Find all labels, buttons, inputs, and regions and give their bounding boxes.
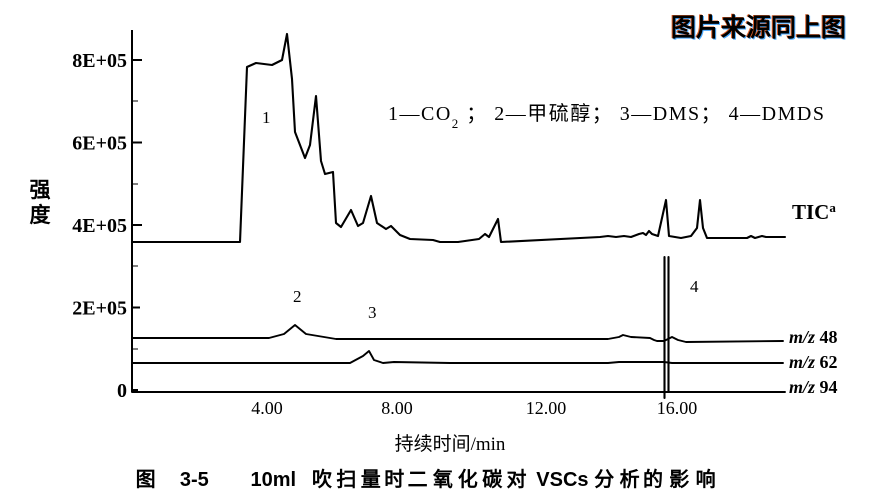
svg-text:化: 化 bbox=[458, 467, 478, 491]
svg-text:图: 图 bbox=[136, 468, 156, 491]
svg-text:分: 分 bbox=[594, 468, 614, 491]
svg-text:m/z 62: m/z 62 bbox=[789, 352, 838, 372]
svg-text:度: 度 bbox=[30, 203, 51, 227]
svg-text:TICa: TICa bbox=[792, 200, 836, 225]
svg-text:图片来源同上图: 图片来源同上图 bbox=[671, 14, 846, 42]
svg-text:时: 时 bbox=[384, 468, 404, 491]
svg-text:二: 二 bbox=[408, 469, 428, 491]
svg-text:12.00: 12.00 bbox=[526, 398, 567, 418]
svg-text:2: 2 bbox=[293, 287, 302, 306]
svg-text:量: 量 bbox=[361, 468, 381, 491]
svg-text:4E+05: 4E+05 bbox=[72, 215, 127, 237]
svg-text:4.00: 4.00 bbox=[251, 398, 283, 418]
svg-text:8.00: 8.00 bbox=[381, 398, 413, 418]
svg-text:2E+05: 2E+05 bbox=[72, 298, 127, 320]
svg-text:1—CO2 ； 2—甲硫醇； 3—DMS； 4—DMDS: 1—CO2 ； 2—甲硫醇； 3—DMS； 4—DMDS bbox=[388, 102, 825, 131]
svg-text:碳: 碳 bbox=[482, 467, 503, 491]
svg-text:16.00: 16.00 bbox=[657, 398, 698, 418]
svg-text:的: 的 bbox=[643, 467, 663, 491]
svg-text:3: 3 bbox=[368, 303, 377, 322]
svg-text:析: 析 bbox=[620, 468, 640, 491]
svg-text:m/z 48: m/z 48 bbox=[789, 327, 838, 347]
svg-text:3-5: 3-5 bbox=[180, 469, 209, 491]
svg-text:强: 强 bbox=[30, 179, 51, 202]
svg-text:8E+05: 8E+05 bbox=[72, 50, 127, 72]
svg-text:0: 0 bbox=[117, 380, 127, 402]
svg-text:吹: 吹 bbox=[312, 467, 333, 491]
svg-text:m/z 94: m/z 94 bbox=[789, 377, 838, 397]
svg-text:对: 对 bbox=[507, 467, 527, 491]
svg-text:10ml: 10ml bbox=[251, 469, 297, 491]
svg-text:6E+05: 6E+05 bbox=[72, 133, 127, 155]
svg-text:4: 4 bbox=[690, 277, 699, 296]
svg-text:响: 响 bbox=[696, 467, 716, 491]
svg-text:1: 1 bbox=[262, 108, 271, 127]
svg-text:影: 影 bbox=[669, 468, 689, 491]
svg-text:氧: 氧 bbox=[432, 467, 453, 491]
svg-text:持续时间/min: 持续时间/min bbox=[395, 433, 506, 455]
svg-text:VSCs: VSCs bbox=[536, 469, 588, 491]
svg-text:扫: 扫 bbox=[336, 468, 356, 491]
